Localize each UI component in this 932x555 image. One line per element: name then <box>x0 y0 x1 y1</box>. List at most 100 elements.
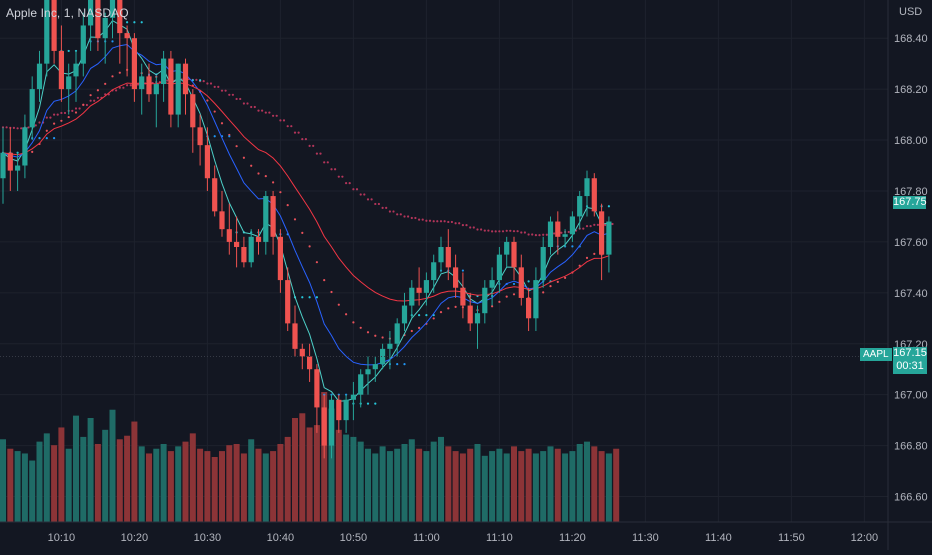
candle-down <box>182 63 189 95</box>
indicator-dot-medium <box>272 181 275 184</box>
indicator-dot-fast <box>67 49 70 53</box>
volume-bar <box>540 451 547 522</box>
volume-bar <box>467 448 474 522</box>
indicator-dot-medium <box>454 305 457 308</box>
indicator-dot-medium <box>308 245 311 248</box>
volume-bar <box>299 413 306 522</box>
candle-up <box>438 246 444 263</box>
indicator-dot-fast <box>126 21 129 24</box>
candle-down <box>277 236 283 281</box>
indicator-dot-medium <box>279 191 282 194</box>
candle-up <box>547 221 554 247</box>
volume-bar <box>379 446 386 522</box>
candle-down <box>591 178 597 212</box>
volume-bar <box>226 445 233 522</box>
indicator-dot-slow <box>370 198 373 201</box>
candle-down <box>197 127 203 146</box>
indicator-dot-medium <box>323 279 326 282</box>
time-axis-label: 10:50 <box>340 532 368 544</box>
indicator-dot-slow <box>275 114 278 117</box>
indicator-dot-medium <box>118 71 121 74</box>
indicator-dot-medium <box>104 82 107 85</box>
indicator-dot-slow <box>491 230 494 233</box>
price-axis-label: 167.00 <box>894 390 928 402</box>
indicator-dot-medium <box>418 326 421 329</box>
indicator-dot-slow <box>304 138 307 141</box>
indicator-dot-slow <box>447 220 450 224</box>
candle-up <box>102 17 108 39</box>
volume-bar <box>445 446 452 522</box>
price-axis[interactable]: 168.40 168.20 168.00 167.80 167.60 167.40 167.… <box>887 0 928 550</box>
indicator-dot-slow <box>348 182 351 185</box>
volume-bar <box>116 439 123 522</box>
volume-bar <box>313 425 320 522</box>
indicator-dot-fast <box>45 137 48 140</box>
indicator-dot-slow <box>436 220 439 223</box>
indicator-dot-slow <box>337 175 340 178</box>
volume-bar <box>270 451 277 522</box>
candle-up <box>387 343 393 349</box>
candle-up <box>380 348 386 365</box>
symbol-title[interactable]: Apple Inc, 1, NASDAQ <box>6 6 129 20</box>
candle-down <box>460 287 466 306</box>
volume-bar <box>525 448 532 522</box>
candle-up <box>496 254 502 281</box>
indicator-dot-slow <box>126 84 129 87</box>
indicator-dot-slow <box>257 109 260 112</box>
indicator-dot-slow <box>89 99 92 102</box>
indicator-dot-slow <box>472 226 475 229</box>
indicator-dot-medium <box>213 110 216 113</box>
indicator-dot-slow <box>538 234 541 237</box>
volume-bar <box>43 433 50 522</box>
indicator-dot-slow <box>396 213 399 216</box>
volume-bar <box>532 453 539 522</box>
candle-up <box>175 63 181 115</box>
indicator-dot-fast <box>461 269 464 272</box>
indicator-dot-medium <box>337 303 340 306</box>
indicator-dot-slow <box>542 233 545 236</box>
volume-bar <box>284 436 291 522</box>
indicator-dot-fast <box>607 205 611 208</box>
indicator-dot-slow <box>531 233 534 236</box>
indicator-dot-slow <box>392 210 395 213</box>
volume-bar <box>576 444 583 522</box>
candle-up <box>0 152 6 179</box>
indicator-dot-slow <box>585 225 589 228</box>
countdown-timer: 00:31 <box>896 360 924 372</box>
indicator-dot-slow <box>582 227 585 230</box>
candle-up <box>423 280 429 293</box>
indicator-dot-slow <box>345 182 348 185</box>
candle-up <box>482 287 488 314</box>
indicator-dot-slow <box>334 168 337 171</box>
volume-bar <box>416 448 423 522</box>
candle-up <box>109 0 116 18</box>
price-axis-label: 167.60 <box>894 237 928 249</box>
candle-down <box>416 287 422 293</box>
time-axis[interactable]: 10:10 10:20 10:30 10:40 10:50 11:00 11:10 11:20… <box>0 521 932 544</box>
candle-down <box>131 38 137 90</box>
indicator-dot-medium <box>593 252 596 256</box>
volume-bar <box>7 448 14 522</box>
indicator-dot-fast <box>396 363 399 366</box>
candle-down <box>234 241 240 247</box>
indicator-dot-slow <box>250 105 253 109</box>
volume-bar <box>102 429 109 522</box>
indicator-dot-medium <box>220 122 224 125</box>
indicator-dot-slow <box>115 89 118 92</box>
indicator-dot-slow <box>224 89 227 92</box>
time-axis-label: 10:20 <box>121 532 149 544</box>
candle-down <box>299 348 305 357</box>
indicator-dot-slow <box>286 125 289 128</box>
candle-down <box>555 221 561 237</box>
volume-bar <box>328 408 335 522</box>
candle-down <box>453 267 459 288</box>
indicator-dot-slow <box>560 231 563 234</box>
volume-bar <box>306 427 313 522</box>
indicator-dot-slow <box>469 226 472 229</box>
volume-bar <box>591 446 598 522</box>
volume-bar <box>511 446 517 522</box>
indicator-dot-slow <box>312 144 315 147</box>
volume-bar <box>438 436 444 522</box>
